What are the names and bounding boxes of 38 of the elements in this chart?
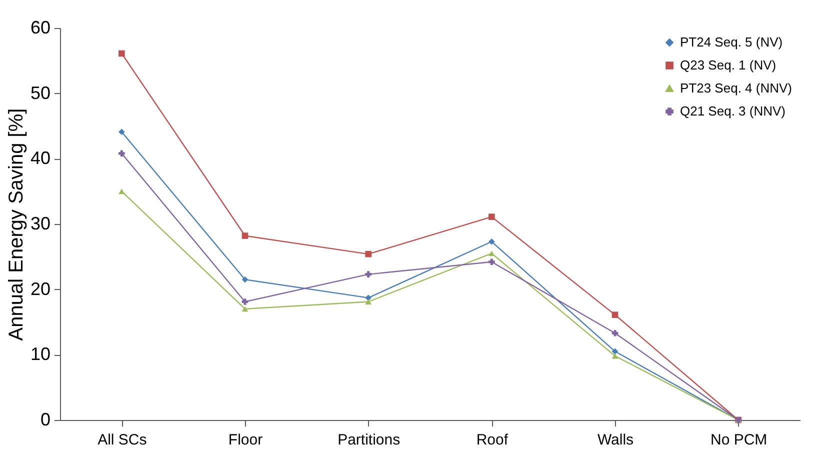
point	[365, 299, 372, 304]
y-tick-label: 30	[30, 214, 50, 234]
legend-label: PT23 Seq. 4 (NNV)	[680, 80, 792, 96]
legend-label: PT24 Seq. 5 (NV)	[680, 34, 783, 50]
y-tick-label: 50	[30, 82, 50, 103]
point	[365, 294, 372, 301]
y-axis-title: Annual Energy Saving [%]	[5, 108, 28, 341]
x-tick-label: All SCs	[98, 432, 147, 448]
point	[365, 271, 372, 278]
x-tick-label: Roof	[476, 432, 509, 448]
point	[242, 298, 248, 305]
point	[488, 250, 495, 256]
y-tick-label: 20	[30, 278, 50, 299]
legend-label: Q23 Seq. 1 (NV)	[680, 58, 776, 72]
point	[612, 353, 618, 359]
point	[488, 214, 495, 220]
point	[242, 276, 248, 283]
point	[118, 150, 125, 157]
point	[242, 306, 248, 312]
y-tick-label: 40	[30, 148, 50, 168]
point	[242, 232, 248, 239]
point	[118, 128, 125, 136]
point	[488, 238, 495, 245]
x-tick-label: Walls	[597, 432, 634, 448]
legend-label: Q21 Seq. 3 (NNV)	[680, 104, 786, 118]
x-tick-label: Floor	[228, 432, 263, 448]
point	[118, 188, 125, 194]
point	[365, 250, 372, 258]
x-tick-label: No PCM	[710, 432, 768, 448]
y-tick-label: 10	[30, 344, 50, 364]
point	[612, 312, 618, 318]
y-tick-label: 60	[30, 18, 50, 38]
x-tick-label: Partitions	[338, 432, 400, 448]
point	[612, 330, 618, 336]
point	[488, 258, 495, 266]
point	[118, 50, 125, 57]
y-tick-label: 0	[40, 410, 50, 430]
point	[612, 348, 618, 355]
